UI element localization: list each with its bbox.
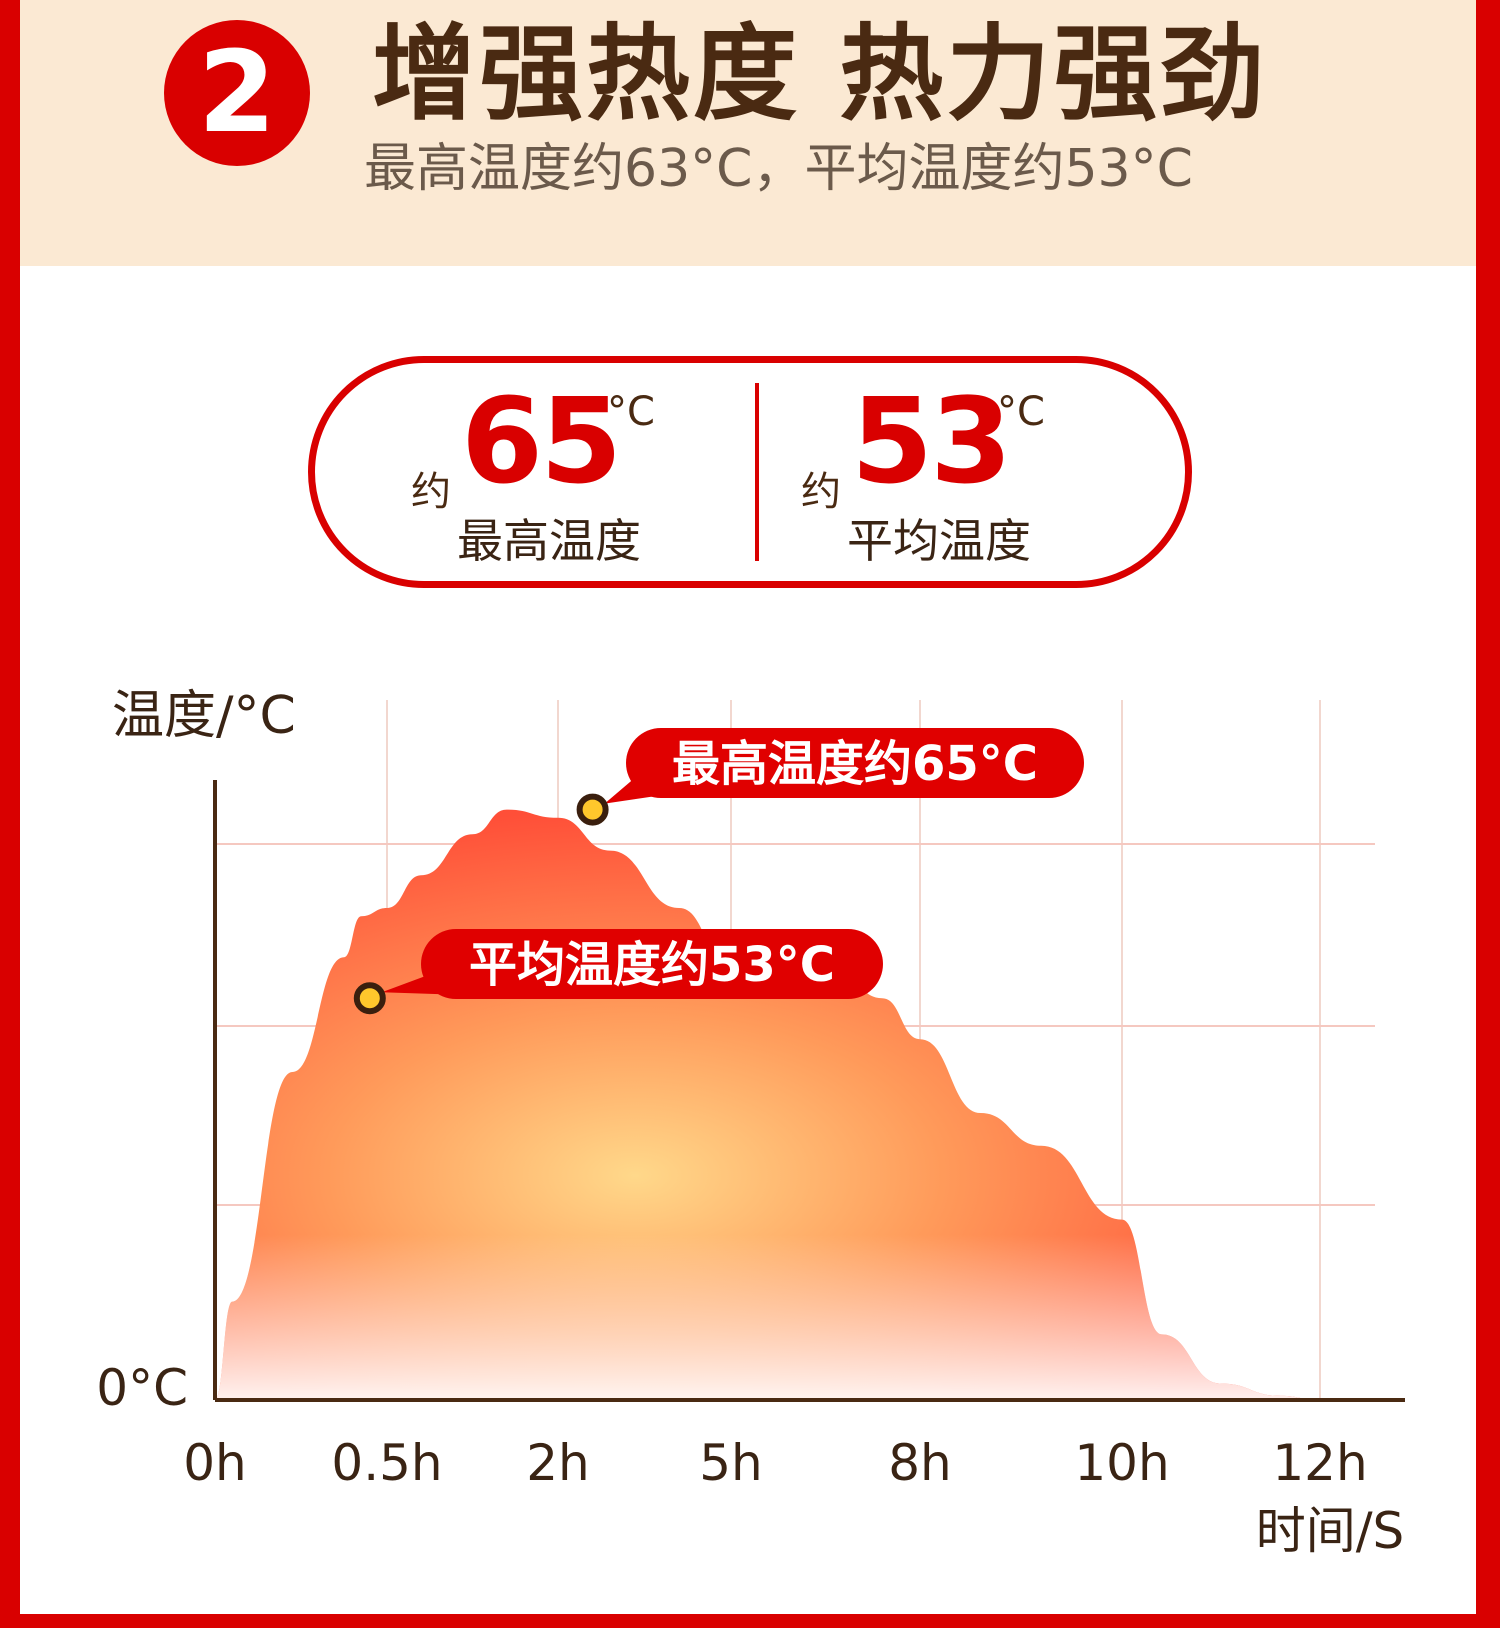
y-axis-origin-label: 0°C	[96, 1359, 188, 1417]
annotation-callout: 最高温度约65°C	[576, 728, 1084, 826]
x-tick-labels: 0h 0.5h 2h 5h 8h 10h 12h	[183, 1434, 1367, 1492]
page-title: 增强热度 热力强劲	[372, 13, 1268, 135]
max-temperature-stat: 约 65 °C 最高温度	[411, 363, 811, 581]
page-subtitle: 最高温度约63°C，平均温度约53°C	[364, 139, 1193, 199]
annotation-box	[421, 929, 883, 999]
annotation-point	[353, 982, 386, 1015]
x-tick-label: 2h	[526, 1434, 590, 1492]
step-number-badge: 2	[164, 20, 310, 166]
stats-divider	[755, 383, 759, 561]
temperature-stats-card: 约 65 °C 最高温度 约 53 °C 平均温度	[308, 356, 1192, 588]
x-tick-label: 5h	[699, 1434, 763, 1492]
chart-annotations: 最高温度约65°C 平均温度约53°C	[353, 728, 1084, 1015]
max-temperature-value: 65	[461, 372, 622, 510]
annotation-box	[626, 728, 1084, 798]
max-approx-prefix: 约	[411, 469, 451, 515]
max-temperature-unit: °C	[607, 389, 655, 435]
y-axis-title: 温度/°C	[112, 686, 296, 746]
avg-approx-prefix: 约	[801, 469, 841, 515]
temperature-area-fade	[215, 809, 1320, 1400]
annotation-point	[576, 793, 609, 826]
avg-temperature-value: 53	[851, 372, 1012, 510]
x-tick-label: 10h	[1074, 1434, 1169, 1492]
x-tick-label: 0h	[183, 1434, 247, 1492]
annotation-label: 平均温度约53°C	[469, 937, 835, 993]
x-tick-label: 8h	[888, 1434, 952, 1492]
x-tick-label: 12h	[1272, 1434, 1367, 1492]
x-axis-title: 时间/S	[1256, 1502, 1405, 1560]
x-tick-label: 0.5h	[331, 1434, 442, 1492]
annotation-callout: 平均温度约53°C	[353, 929, 883, 1015]
annotation-label: 最高温度约65°C	[672, 736, 1038, 792]
avg-temperature-unit: °C	[997, 389, 1045, 435]
max-temperature-label: 最高温度	[457, 514, 641, 568]
avg-temperature-label: 平均温度	[847, 514, 1031, 568]
avg-temperature-stat: 约 53 °C 平均温度	[801, 363, 1201, 581]
